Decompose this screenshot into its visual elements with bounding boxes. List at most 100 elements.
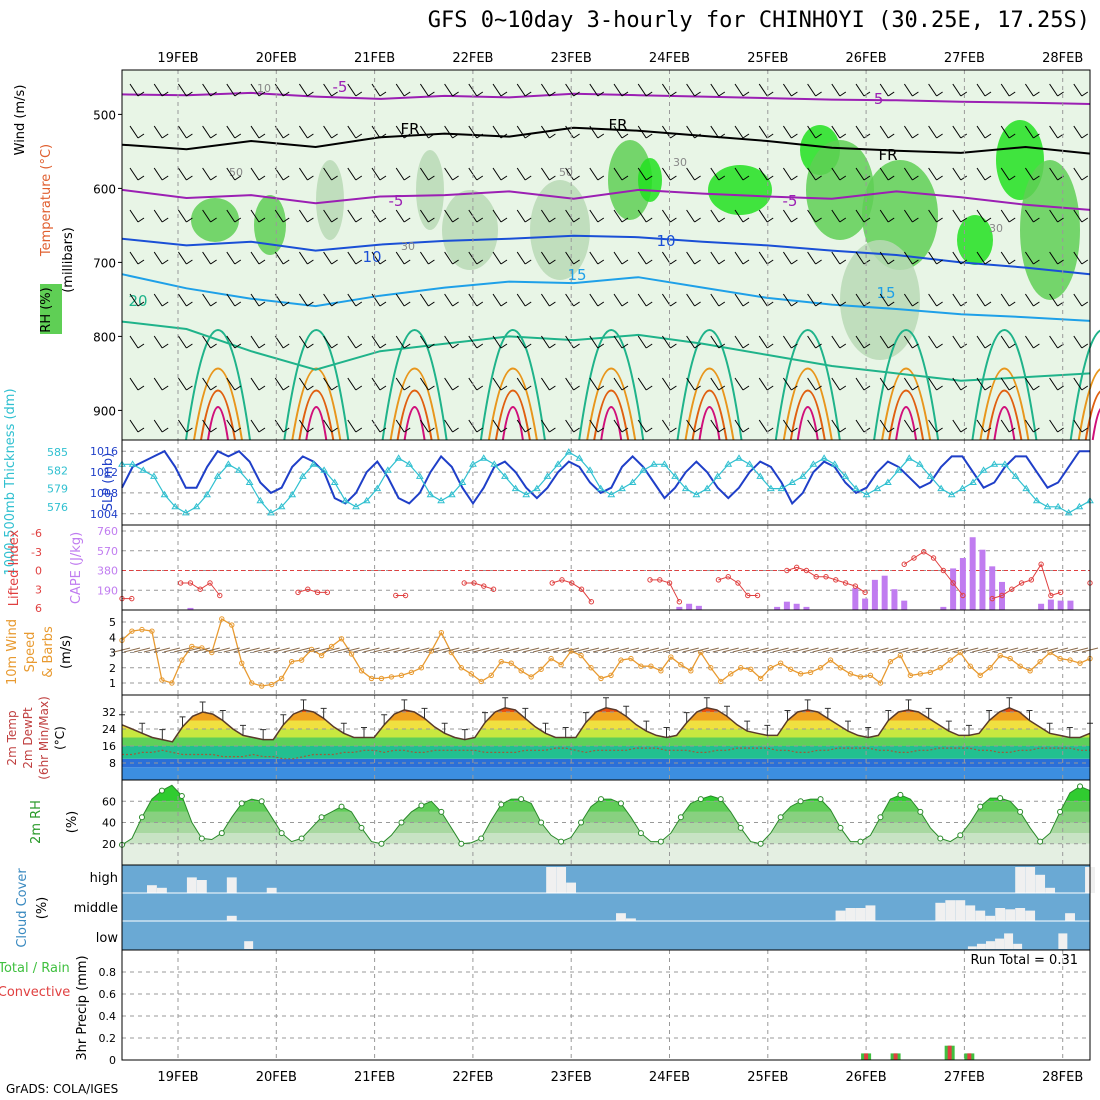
wind-barb-flag <box>428 385 435 391</box>
wind-speed-marker <box>358 668 365 674</box>
wind-barb <box>177 125 187 139</box>
wind-barb-flag <box>1033 133 1040 139</box>
wind-speed-marker <box>288 658 295 665</box>
thickness-marker <box>905 454 914 461</box>
wind-barb-flag <box>912 385 919 391</box>
wind-barb-10m <box>572 647 590 653</box>
wind-barb-flag <box>379 427 387 433</box>
thickness-marker <box>373 484 382 492</box>
lifted-index-marker <box>715 577 722 583</box>
wind-barb-flag <box>936 91 943 97</box>
wind-barb <box>250 251 260 265</box>
wind-barb <box>589 377 599 391</box>
cloud-bar <box>196 880 207 893</box>
wind-barb <box>565 209 575 223</box>
wind-barb-10m <box>832 647 849 653</box>
wind-barb-flag <box>839 91 847 97</box>
wind-barb <box>589 335 599 349</box>
contour-label: 20 <box>128 292 147 310</box>
thickness-marker <box>979 466 988 473</box>
slp-tick-label: 1004 <box>90 508 118 521</box>
wind-barb-10m <box>1002 647 1019 653</box>
wind-barb <box>347 335 357 349</box>
isotherm-dome <box>479 329 546 441</box>
wind-barb-flag <box>403 259 411 265</box>
wind-barb <box>807 125 817 139</box>
wind-barb-flag <box>355 343 363 349</box>
wind-barb-flag <box>524 91 532 97</box>
wind-speed-marker <box>1037 658 1043 665</box>
wind-barb-flag <box>815 175 822 181</box>
wind-barb <box>1000 335 1010 349</box>
wind-barb <box>686 125 696 139</box>
isotherm-line <box>121 273 1091 322</box>
wind-barb-flag <box>403 91 411 97</box>
wind-barb-flag <box>549 427 556 433</box>
wind-barb-flag <box>524 385 532 391</box>
wind-barb-10m <box>932 647 949 653</box>
isotherm-line <box>121 188 1091 211</box>
cape-bar <box>1057 600 1064 610</box>
wind-barb <box>492 209 502 223</box>
wind-barb <box>177 83 187 97</box>
wind-barb-flag <box>524 259 532 265</box>
wind-barb-flag <box>1008 343 1016 349</box>
wind-barb <box>1049 335 1059 349</box>
wind-speed-marker <box>538 666 544 672</box>
lifted-index-marker <box>735 580 741 586</box>
lifted-index-marker <box>1038 561 1044 567</box>
wind-barb-10m <box>153 647 171 653</box>
slp-line <box>121 449 1090 506</box>
lifted-index-marker <box>725 574 731 580</box>
wind-barb-flag <box>137 133 145 139</box>
wind-barb-flag <box>645 343 653 349</box>
wind-barb-flag <box>137 217 145 223</box>
thickness-marker <box>671 472 679 479</box>
isotherm-dome <box>698 406 721 441</box>
cloud-bar <box>965 905 976 921</box>
wind-barb-10m <box>1051 647 1069 653</box>
wind-barb-10m <box>702 647 719 653</box>
wind-barb-10m <box>183 647 200 653</box>
wind-barb-flag <box>984 301 992 307</box>
wind-barb-flag <box>645 301 653 307</box>
date-label-bottom: 27FEB <box>944 1070 985 1085</box>
wind-barb <box>540 125 550 139</box>
wind-barb-flag <box>379 91 387 97</box>
isotherm-line <box>121 91 1091 105</box>
wind-barb <box>1073 83 1083 97</box>
wind-barb <box>419 377 429 391</box>
wind-barb-flag <box>1057 217 1064 223</box>
cloud-bar <box>1015 867 1026 893</box>
wind-barb-flag <box>839 217 847 223</box>
rh-marker <box>238 800 245 807</box>
wind-barb-flag <box>234 259 242 265</box>
rh-marker <box>1077 783 1084 790</box>
wind-barb-flag <box>549 91 556 97</box>
wind-barb-10m <box>293 647 310 653</box>
wind-barb-10m <box>143 647 161 653</box>
isotherm-dome <box>676 329 743 441</box>
cape-bar <box>969 537 976 610</box>
wind-barb <box>831 335 841 349</box>
wind-barb-flag <box>1033 343 1040 349</box>
wind-barb-flag <box>984 385 992 391</box>
wind-barb <box>323 251 333 265</box>
wind-barb-flag <box>573 175 580 181</box>
wind-barb-flag <box>331 385 338 391</box>
wind-barb-flag <box>887 259 895 265</box>
wind-barb <box>419 419 429 433</box>
precip-tick-label: 0.2 <box>99 1032 117 1045</box>
wind-barb-flag <box>670 301 677 307</box>
wind-barb-flag <box>161 385 169 391</box>
wind-barb <box>371 293 381 307</box>
lifted-index-marker <box>676 599 683 605</box>
wind-barb <box>250 377 260 391</box>
wind-barb-10m <box>233 647 250 653</box>
wind-barb-flag <box>234 343 242 349</box>
wind-barb-flag <box>331 301 338 307</box>
wind-barb <box>613 293 623 307</box>
wind-barb-10m <box>493 647 510 653</box>
wind-speed-marker <box>937 665 944 671</box>
